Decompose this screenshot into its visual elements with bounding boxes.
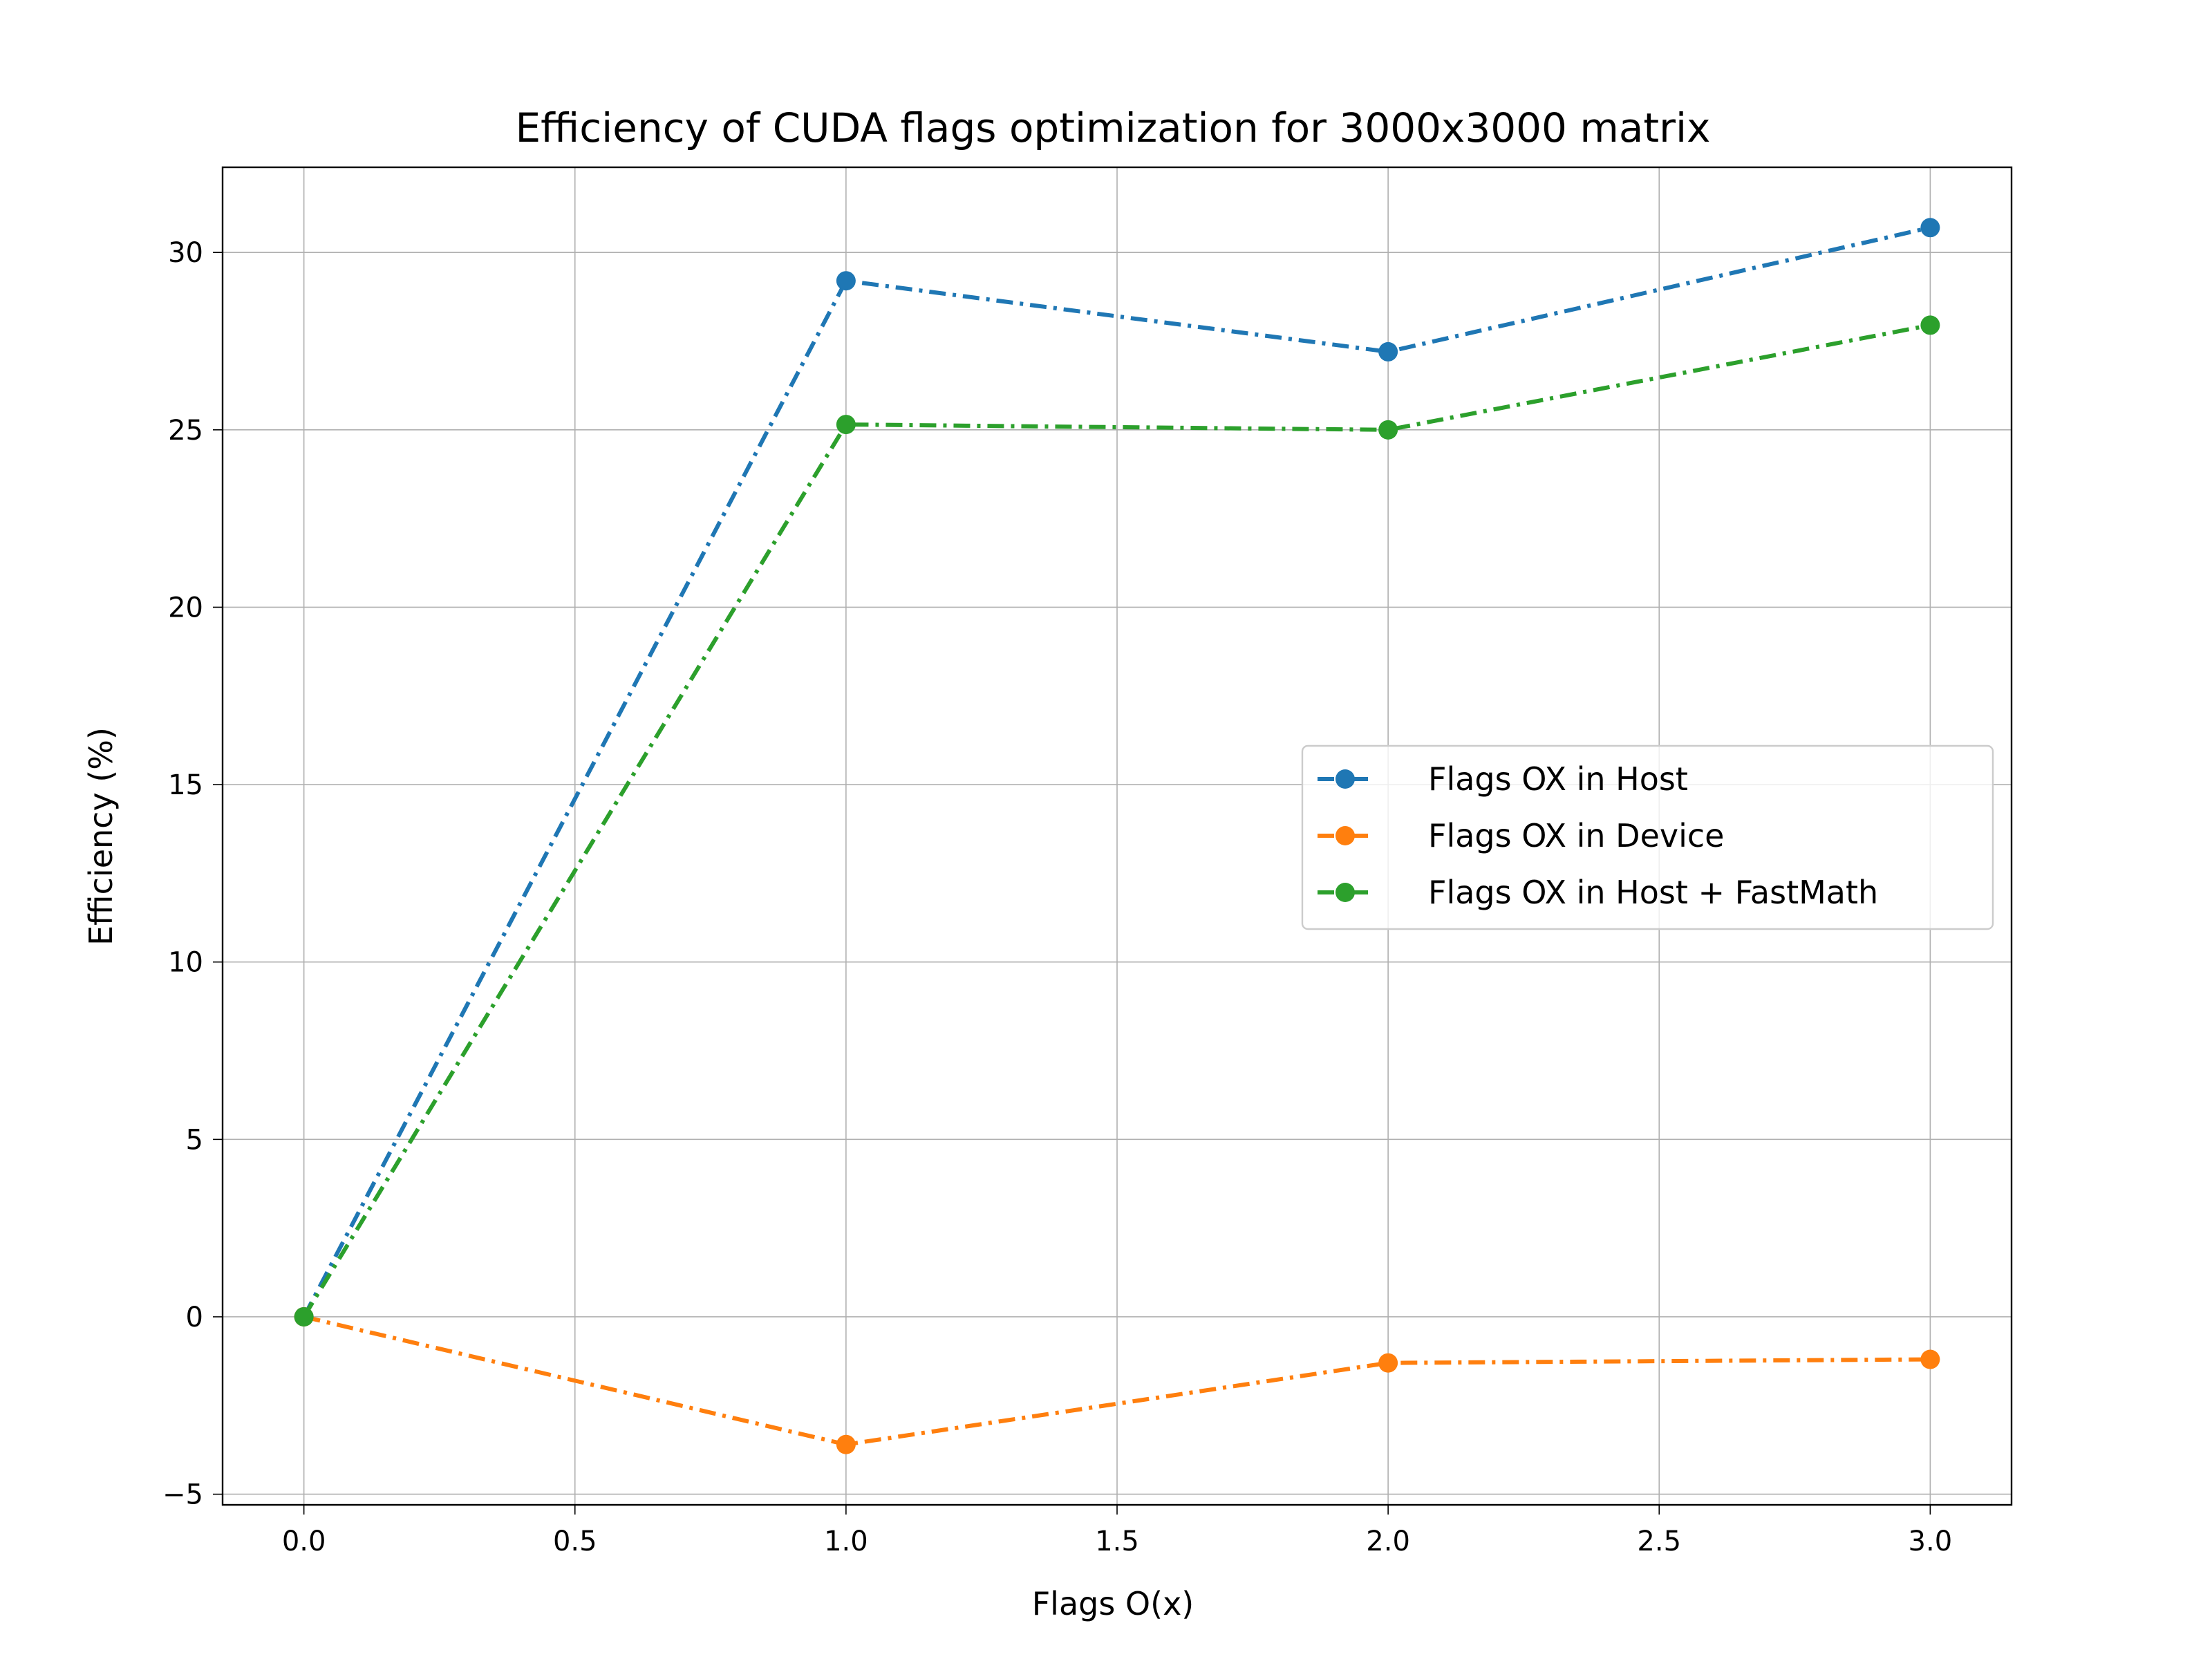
x-tick-label: 1.0 xyxy=(824,1526,868,1557)
axis-ticks: 0.0 0.5 1.0 1.5 2.0 2.5 3.0 −5 0 5 10 15 20 25 30 xyxy=(162,237,1952,1557)
x-tick-label: 3.0 xyxy=(1909,1526,1953,1557)
data-point xyxy=(1378,1353,1398,1373)
legend-item: Flags OX in Host xyxy=(1318,760,1688,798)
legend: Flags OX in Host Flags OX in Device Flags … xyxy=(1301,744,1994,930)
y-tick-label: 15 xyxy=(168,769,203,801)
legend-marker xyxy=(1335,883,1355,902)
x-tick-label: 0.5 xyxy=(553,1526,597,1557)
legend-marker xyxy=(1335,769,1355,789)
series-flags-ox-in-host-fastmath xyxy=(294,315,1940,1327)
x-tick-label: 0.0 xyxy=(282,1526,326,1557)
legend-item: Flags OX in Device xyxy=(1318,817,1725,854)
data-point xyxy=(836,415,856,435)
legend-label: Flags OX in Host + FastMath xyxy=(1428,874,1878,911)
legend-box xyxy=(1301,744,1994,930)
chart-title: Efficiency of CUDA flags optimization fo… xyxy=(516,104,1711,151)
y-tick-label: 20 xyxy=(168,592,203,624)
data-point xyxy=(1920,1349,1940,1369)
y-tick-label: 25 xyxy=(168,415,203,447)
data-point xyxy=(1920,315,1940,335)
data-point xyxy=(1378,341,1398,362)
series-flags-ox-in-host xyxy=(294,218,1940,1327)
data-point xyxy=(1378,420,1398,440)
x-tick-label: 2.0 xyxy=(1366,1526,1410,1557)
grid-lines xyxy=(223,167,2012,1505)
y-tick-label: 30 xyxy=(168,237,203,269)
legend-label: Flags OX in Device xyxy=(1428,817,1725,854)
x-tick-label: 2.5 xyxy=(1637,1526,1681,1557)
data-point xyxy=(836,1434,856,1454)
data-point xyxy=(836,271,856,291)
y-tick-label: 10 xyxy=(168,947,203,979)
y-tick-label: 5 xyxy=(186,1124,203,1156)
x-tick-label: 1.5 xyxy=(1095,1526,1139,1557)
series-line xyxy=(302,323,1931,1318)
data-point xyxy=(294,1306,314,1327)
series-layer xyxy=(294,218,1940,1454)
legend-item: Flags OX in Host + FastMath xyxy=(1318,874,1878,911)
y-axis-label: Efficiency (%) xyxy=(82,727,120,946)
legend-label: Flags OX in Host xyxy=(1428,760,1688,798)
legend-marker xyxy=(1335,826,1355,845)
data-point xyxy=(1920,218,1940,238)
series-line xyxy=(303,1315,1931,1447)
x-axis-label: Flags O(x) xyxy=(1032,1585,1194,1622)
y-tick-label: −5 xyxy=(162,1479,203,1511)
y-tick-label: 0 xyxy=(186,1302,203,1333)
series-line xyxy=(301,225,1931,1318)
